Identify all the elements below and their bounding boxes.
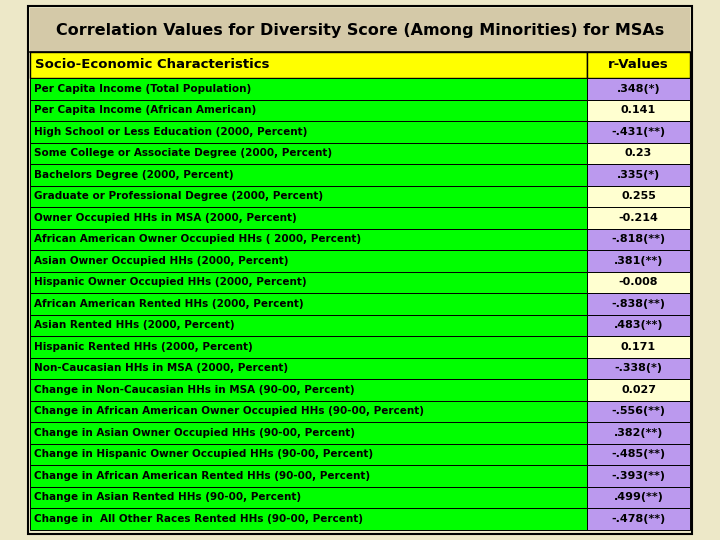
Text: .483(**): .483(**) [613, 320, 663, 330]
Text: -.393(**): -.393(**) [611, 471, 665, 481]
Bar [30, 78, 587, 99]
Bar [587, 207, 690, 228]
Text: -.478(**): -.478(**) [611, 514, 665, 524]
Bar [30, 143, 587, 164]
Bar [30, 401, 587, 422]
Text: Change in African American Owner Occupied HHs (90-00, Percent): Change in African American Owner Occupie… [34, 406, 424, 416]
Bar [30, 336, 587, 357]
Text: -.485(**): -.485(**) [611, 449, 665, 459]
Bar [587, 401, 690, 422]
Text: Asian Rented HHs (2000, Percent): Asian Rented HHs (2000, Percent) [34, 320, 235, 330]
Bar [30, 164, 587, 186]
Bar [587, 336, 690, 357]
Bar [30, 250, 587, 272]
Text: Some College or Associate Degree (2000, Percent): Some College or Associate Degree (2000, … [34, 148, 332, 158]
Bar [30, 272, 587, 293]
Bar [30, 228, 587, 250]
Text: Non-Caucasian HHs in MSA (2000, Percent): Non-Caucasian HHs in MSA (2000, Percent) [34, 363, 288, 373]
Bar [30, 186, 587, 207]
Text: -0.214: -0.214 [618, 213, 658, 222]
Bar [587, 78, 690, 99]
Bar [587, 143, 690, 164]
Text: Bachelors Degree (2000, Percent): Bachelors Degree (2000, Percent) [34, 170, 233, 180]
Text: Correlation Values for Diversity Score (Among Minorities) for MSAs: Correlation Values for Diversity Score (… [56, 23, 664, 37]
Text: 0.23: 0.23 [625, 148, 652, 158]
Bar [587, 293, 690, 314]
Bar [30, 422, 587, 443]
Bar [587, 52, 690, 78]
Text: -.431(**): -.431(**) [611, 127, 665, 137]
Text: Owner Occupied HHs in MSA (2000, Percent): Owner Occupied HHs in MSA (2000, Percent… [34, 213, 297, 222]
Bar [587, 121, 690, 143]
Text: 0.255: 0.255 [621, 191, 656, 201]
Text: .499(**): .499(**) [613, 492, 663, 502]
Text: Hispanic Rented HHs (2000, Percent): Hispanic Rented HHs (2000, Percent) [34, 342, 253, 352]
Text: Change in Hispanic Owner Occupied HHs (90-00, Percent): Change in Hispanic Owner Occupied HHs (9… [34, 449, 373, 459]
Text: r-Values: r-Values [608, 58, 669, 71]
Bar [30, 465, 587, 487]
Bar [587, 443, 690, 465]
Text: 0.141: 0.141 [621, 105, 656, 115]
Text: Change in Non-Caucasian HHs in MSA (90-00, Percent): Change in Non-Caucasian HHs in MSA (90-0… [34, 384, 355, 395]
Bar [30, 508, 587, 530]
Bar [587, 186, 690, 207]
Bar [587, 314, 690, 336]
Text: -.818(**): -.818(**) [611, 234, 665, 244]
Text: 0.027: 0.027 [621, 384, 656, 395]
Bar [587, 357, 690, 379]
Bar [587, 422, 690, 443]
Bar [30, 443, 587, 465]
Text: Change in Asian Owner Occupied HHs (90-00, Percent): Change in Asian Owner Occupied HHs (90-0… [34, 428, 355, 438]
Text: -.838(**): -.838(**) [611, 299, 665, 309]
Text: Graduate or Professional Degree (2000, Percent): Graduate or Professional Degree (2000, P… [34, 191, 323, 201]
Bar [587, 164, 690, 186]
Bar [587, 272, 690, 293]
Bar [30, 293, 587, 314]
Bar [30, 99, 587, 121]
Text: Change in  All Other Races Rented HHs (90-00, Percent): Change in All Other Races Rented HHs (90… [34, 514, 363, 524]
Bar [30, 8, 690, 52]
Bar [587, 465, 690, 487]
Text: Per Capita Income (Total Population): Per Capita Income (Total Population) [34, 84, 251, 94]
Bar [30, 487, 587, 508]
Text: .382(**): .382(**) [614, 428, 663, 438]
Bar [30, 52, 587, 78]
Text: .335(*): .335(*) [617, 170, 660, 180]
Text: High School or Less Education (2000, Percent): High School or Less Education (2000, Per… [34, 127, 307, 137]
Bar [587, 250, 690, 272]
Bar [30, 357, 587, 379]
Bar [30, 379, 587, 401]
Bar [30, 207, 587, 228]
Text: African American Rented HHs (2000, Percent): African American Rented HHs (2000, Perce… [34, 299, 304, 309]
Bar [587, 228, 690, 250]
Bar [587, 508, 690, 530]
Bar [587, 379, 690, 401]
Text: Asian Owner Occupied HHs (2000, Percent): Asian Owner Occupied HHs (2000, Percent) [34, 256, 289, 266]
Bar [587, 99, 690, 121]
Bar [30, 314, 587, 336]
Bar [30, 121, 587, 143]
Text: Hispanic Owner Occupied HHs (2000, Percent): Hispanic Owner Occupied HHs (2000, Perce… [34, 277, 307, 287]
Bar [587, 487, 690, 508]
Text: .381(**): .381(**) [614, 256, 663, 266]
Text: 0.171: 0.171 [621, 342, 656, 352]
Text: Socio-Economic Characteristics: Socio-Economic Characteristics [35, 58, 269, 71]
Text: -.338(*): -.338(*) [614, 363, 662, 373]
Text: Per Capita Income (African American): Per Capita Income (African American) [34, 105, 256, 115]
Text: Change in African American Rented HHs (90-00, Percent): Change in African American Rented HHs (9… [34, 471, 370, 481]
Text: African American Owner Occupied HHs ( 2000, Percent): African American Owner Occupied HHs ( 20… [34, 234, 361, 244]
Text: -.556(**): -.556(**) [611, 406, 665, 416]
Text: -0.008: -0.008 [618, 277, 658, 287]
Text: .348(*): .348(*) [617, 84, 660, 94]
Text: Change in Asian Rented HHs (90-00, Percent): Change in Asian Rented HHs (90-00, Perce… [34, 492, 301, 502]
